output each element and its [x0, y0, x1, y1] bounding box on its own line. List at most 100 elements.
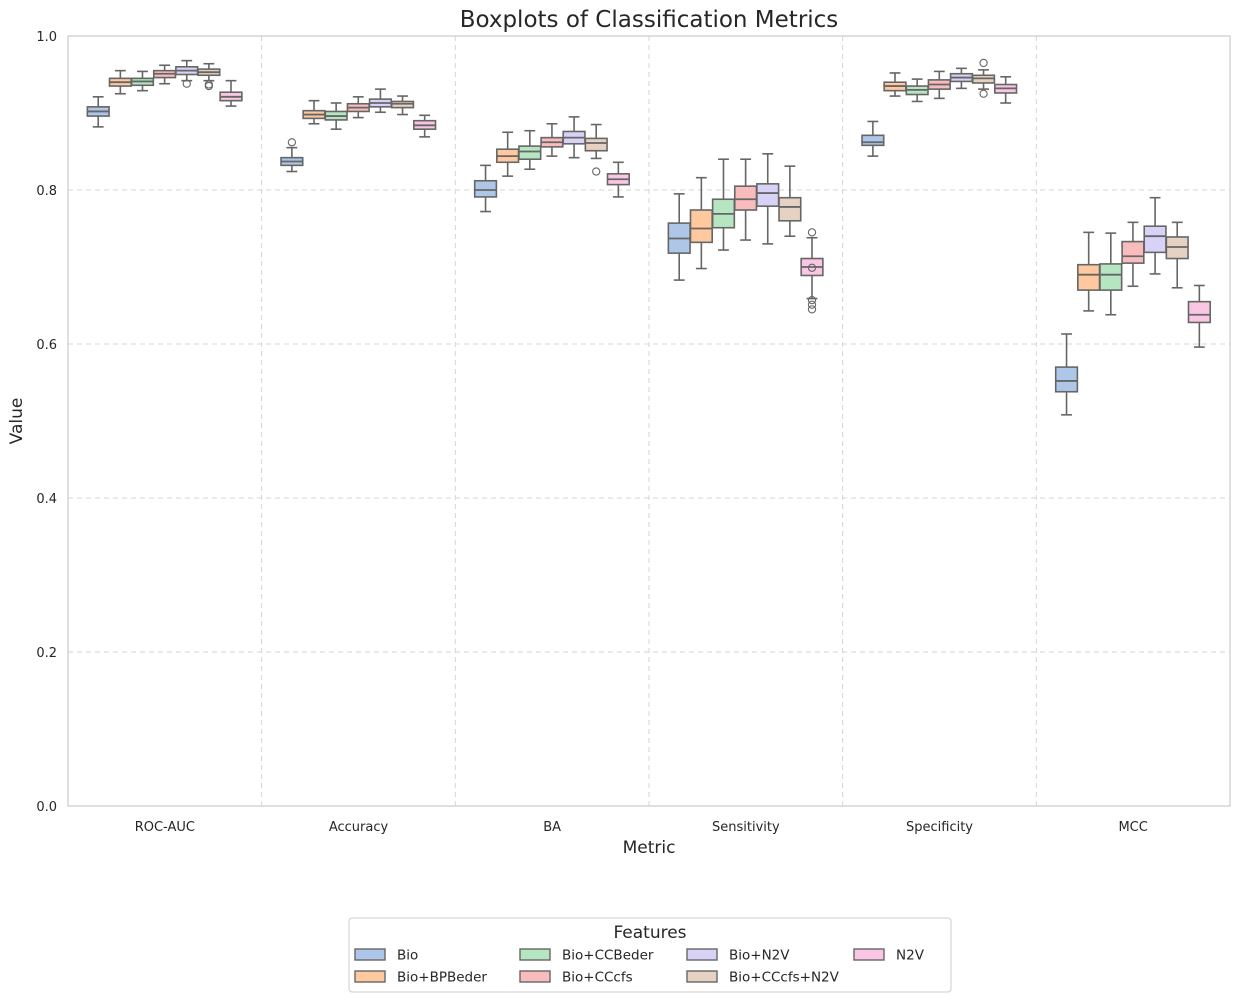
x-tick-label: Accuracy [329, 820, 389, 835]
box-body [1099, 263, 1123, 291]
legend-item: Bio+N2V [686, 948, 790, 964]
box-N2V-Specificity [994, 76, 1018, 104]
outlier-point [807, 263, 817, 272]
box-Bio+CCcfs+N2V-MCC [1165, 221, 1189, 289]
box-Bio+N2V-MCC [1143, 196, 1167, 275]
box-body [1121, 240, 1145, 264]
legend-swatch [853, 948, 885, 961]
legend-label: Bio+N2V [729, 948, 790, 964]
legend-swatch [686, 970, 718, 983]
box-N2V-ROC-AUC [219, 79, 243, 107]
box-Bio+BPBeder-Sensitivity [689, 176, 713, 270]
y-tick-label: 0.6 [36, 338, 57, 353]
box-Bio+CCcfs+N2V-Accuracy [390, 95, 415, 116]
box-body [733, 185, 758, 211]
box-Bio+CCBeder-ROC-AUC [130, 70, 155, 92]
box-body [518, 145, 542, 161]
legend-label: Bio+BPBeder [397, 970, 487, 986]
y-axis-label: Value [7, 398, 27, 445]
legend-items: Bio Bio+BPBeder Bio+CCBeder Bio+CCcfs Bio+N2… [354, 948, 925, 986]
box-Bio+BPBeder-Accuracy [302, 99, 326, 125]
box-Bio+N2V-BA [562, 116, 586, 159]
x-tick-label: Specificity [906, 820, 973, 835]
legend-label: Bio+CCcfs [562, 970, 633, 986]
boxes [86, 58, 1211, 416]
box-Bio+BPBeder-BA [496, 131, 520, 177]
box-body [689, 209, 713, 244]
outlier-point [807, 228, 817, 237]
box-Bio+CCBeder-BA [518, 129, 542, 171]
y-tick-label: 1.0 [36, 30, 57, 45]
x-tick-label: ROC-AUC [135, 820, 195, 835]
box-Bio+CCcfs+N2V-ROC-AUC [197, 62, 221, 91]
box-Bio+N2V-Sensitivity [756, 153, 780, 245]
box-Bio+N2V-ROC-AUC [175, 59, 199, 88]
box-body [1054, 366, 1079, 393]
outlier-point [979, 89, 988, 98]
outlier-point [592, 167, 601, 176]
legend-item: N2V [853, 948, 925, 964]
outlier-point [807, 300, 817, 309]
chart-title: Boxplots of Classification Metrics [460, 7, 839, 33]
box-body [1077, 263, 1101, 291]
box-Bio+CCcfs+N2V-BA [584, 123, 608, 176]
box-Bio-MCC [1054, 333, 1079, 416]
outlier-point [182, 79, 191, 88]
box-body [1143, 225, 1167, 254]
legend-title: Features [613, 923, 686, 943]
box-Bio+CCBeder-Sensitivity [711, 158, 736, 251]
legend-item: Bio [354, 948, 418, 964]
legend-swatch [519, 970, 551, 983]
box-Bio-Sensitivity [667, 193, 691, 281]
box-Bio+CCcfs+N2V-Sensitivity [778, 165, 802, 237]
box-N2V-Accuracy [413, 114, 437, 138]
legend-item: Bio+CCBeder [519, 948, 654, 964]
box-Bio-ROC-AUC [86, 96, 110, 128]
box-N2V-MCC [1187, 284, 1211, 348]
box-N2V-BA [606, 161, 630, 198]
box-Bio+N2V-Accuracy [368, 88, 393, 114]
y-tick-label: 0.4 [36, 492, 57, 507]
outlier-point [807, 305, 817, 314]
grid [68, 36, 1230, 806]
legend-item: Bio+CCcfs+N2V [686, 970, 840, 986]
legend-item: Bio+CCcfs [519, 970, 633, 986]
box-body [473, 179, 498, 198]
outlier-point [807, 295, 817, 305]
box-Bio+CCcfs+N2V-Specificity [971, 58, 996, 98]
box-Bio+CCBeder-Specificity [905, 78, 929, 103]
legend-swatch [519, 948, 551, 961]
box-Bio+CCBeder-Accuracy [324, 102, 348, 130]
outlier-point [979, 58, 988, 68]
box-N2V-Sensitivity [800, 228, 824, 314]
x-tick-label: BA [543, 820, 561, 835]
legend-label: Bio [397, 948, 418, 964]
legend-swatch [686, 948, 718, 961]
y-tick-label: 0.8 [36, 184, 57, 199]
box-Bio-Accuracy [280, 138, 304, 173]
legend-swatch [354, 948, 386, 961]
box-body [756, 183, 780, 207]
legend-label: Bio+CCBeder [562, 948, 654, 964]
box-body [1187, 300, 1211, 324]
y-tick-labels: 0.0 0.2 0.4 0.6 0.8 1.0 [36, 30, 57, 815]
y-tick-label: 0.2 [36, 646, 57, 661]
x-tick-label: Sensitivity [712, 820, 780, 835]
box-body [861, 134, 885, 147]
x-tick-labels: ROC-AUC Accuracy BA Sensitivity Specificity M… [135, 820, 1148, 835]
legend-item: Bio+BPBeder [354, 970, 487, 986]
legend-label: N2V [896, 948, 925, 964]
box-Bio-Specificity [861, 120, 885, 157]
box-Bio+CCBeder-MCC [1099, 232, 1123, 316]
x-axis-label: Metric [623, 838, 676, 858]
box-body [778, 196, 802, 222]
box-body [584, 137, 608, 152]
outlier-point [287, 138, 297, 147]
box-Bio+CCcfs-Specificity [927, 70, 951, 100]
outlier-point [204, 81, 214, 91]
x-tick-label: MCC [1118, 820, 1147, 835]
plot-frame [67, 35, 1231, 807]
legend-label: Bio+CCcfs+N2V [729, 970, 840, 986]
